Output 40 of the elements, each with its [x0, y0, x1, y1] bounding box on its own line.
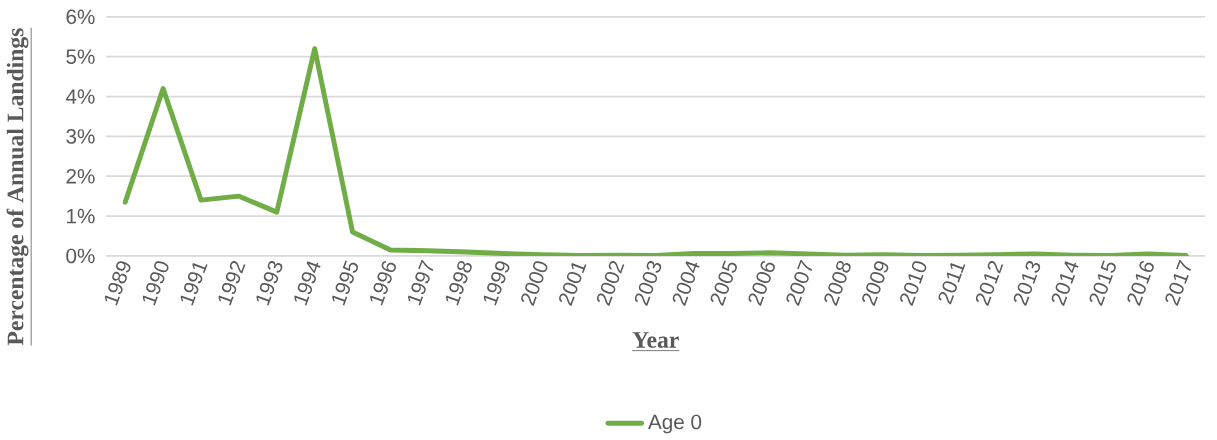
line-series	[122, 46, 1189, 256]
y-tick-label: 6%	[66, 9, 95, 25]
x-tick-label: 2000	[521, 261, 548, 307]
x-tick-label: 1992	[218, 261, 246, 306]
x-tick-label: 2017	[1165, 259, 1191, 307]
x-tick-label: 2007	[786, 259, 813, 307]
x-tick-label: 1998	[445, 261, 472, 306]
y-axis-title: Percentage of Annual Landings	[6, 28, 29, 346]
x-tick-label: 2009	[862, 261, 889, 307]
x-tick-label: 2012	[975, 261, 1004, 307]
x-tick-label: 1997	[407, 259, 434, 306]
x-tick-label: 2004	[672, 261, 700, 307]
x-tick-label: 2005	[710, 260, 737, 307]
legend-label: Age 0	[647, 414, 702, 434]
x-tick-label: 2016	[1127, 261, 1154, 307]
y-tick-label: 3%	[66, 129, 95, 144]
x-tick-label: 1995	[332, 260, 359, 306]
x-tick-label: 2008	[824, 261, 851, 307]
x-tick-label: 2013	[1013, 261, 1041, 307]
y-tick-label: 2%	[66, 169, 95, 184]
y-tick-label: 5%	[66, 49, 95, 65]
x-tick-label: 1993	[256, 261, 283, 306]
x-tick-label: 1994	[294, 261, 321, 306]
x-tick-label: 1999	[483, 261, 510, 306]
x-tick-label: 2003	[634, 261, 662, 307]
x-tick-label: 2010	[900, 261, 927, 307]
x-tick-label: 1989	[104, 261, 131, 306]
x-tick-label: 1991	[180, 263, 208, 306]
x-tick-label: 2002	[596, 261, 625, 307]
x-axis-title: Year	[632, 332, 679, 348]
x-tick-label: 2015	[1089, 260, 1116, 307]
x-tick-label: 2001	[559, 263, 587, 307]
x-tick-label: 1990	[142, 261, 169, 306]
x-tick-label: 2014	[1051, 261, 1079, 307]
y-tick-label: 0%	[66, 248, 95, 264]
y-tick-label: 1%	[67, 208, 95, 224]
y-tick-label: 4%	[65, 89, 95, 104]
x-tick-label: 1996	[370, 261, 396, 306]
x-tick-label: 2006	[748, 261, 775, 307]
x-tick-label: 2011	[938, 263, 966, 305]
